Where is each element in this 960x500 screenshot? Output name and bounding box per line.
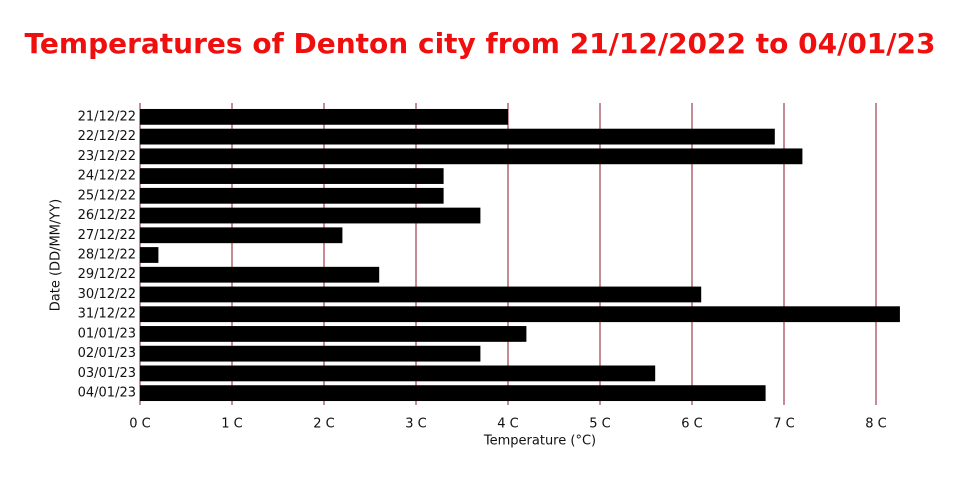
y-tick-label: 22/12/22 [78,129,136,144]
bar [140,365,656,382]
y-tick-label: 25/12/22 [78,188,136,203]
bar [140,207,481,224]
x-tick-label: 6 C [681,417,702,432]
y-tick-label: 03/01/23 [78,366,136,381]
bar [140,227,343,244]
x-tick-label: 4 C [497,417,518,432]
bar [140,128,775,145]
bar [140,326,527,342]
x-tick-label: 1 C [221,417,242,432]
y-axis-label: Date (DD/MM/YY) [49,199,64,311]
y-tick-label: 28/12/22 [78,248,136,263]
chart-title: Temperatures of Denton city from 21/12/2… [25,27,936,60]
bar [140,187,444,204]
bar [140,286,702,303]
y-tick-label: 04/01/23 [78,386,136,401]
x-tick-label: 8 C [865,417,886,432]
y-tick-label: 23/12/22 [78,149,136,164]
y-tick-label: 21/12/22 [78,109,136,124]
bar [140,306,900,323]
bar [140,266,380,283]
bar [140,385,766,402]
x-axis-label: Temperature (°C) [483,434,596,449]
x-tick-label: 3 C [405,417,426,432]
bar [140,168,444,184]
y-tick-label: 27/12/22 [78,228,136,243]
y-tick-label: 26/12/22 [78,208,136,223]
bar [140,247,159,263]
y-tick-label: 29/12/22 [78,267,136,282]
y-tick-label: 30/12/22 [78,287,136,302]
x-tick-label: 5 C [589,417,610,432]
y-tick-label: 01/01/23 [78,326,136,341]
x-tick-label: 0 C [129,417,150,432]
y-tick-label: 02/01/23 [78,346,136,361]
bar [140,108,508,125]
y-tick-label: 24/12/22 [78,169,136,184]
bar [140,148,803,165]
bar [140,345,481,362]
x-tick-label: 2 C [313,417,334,432]
x-tick-label: 7 C [773,417,794,432]
y-tick-label: 31/12/22 [78,307,136,322]
